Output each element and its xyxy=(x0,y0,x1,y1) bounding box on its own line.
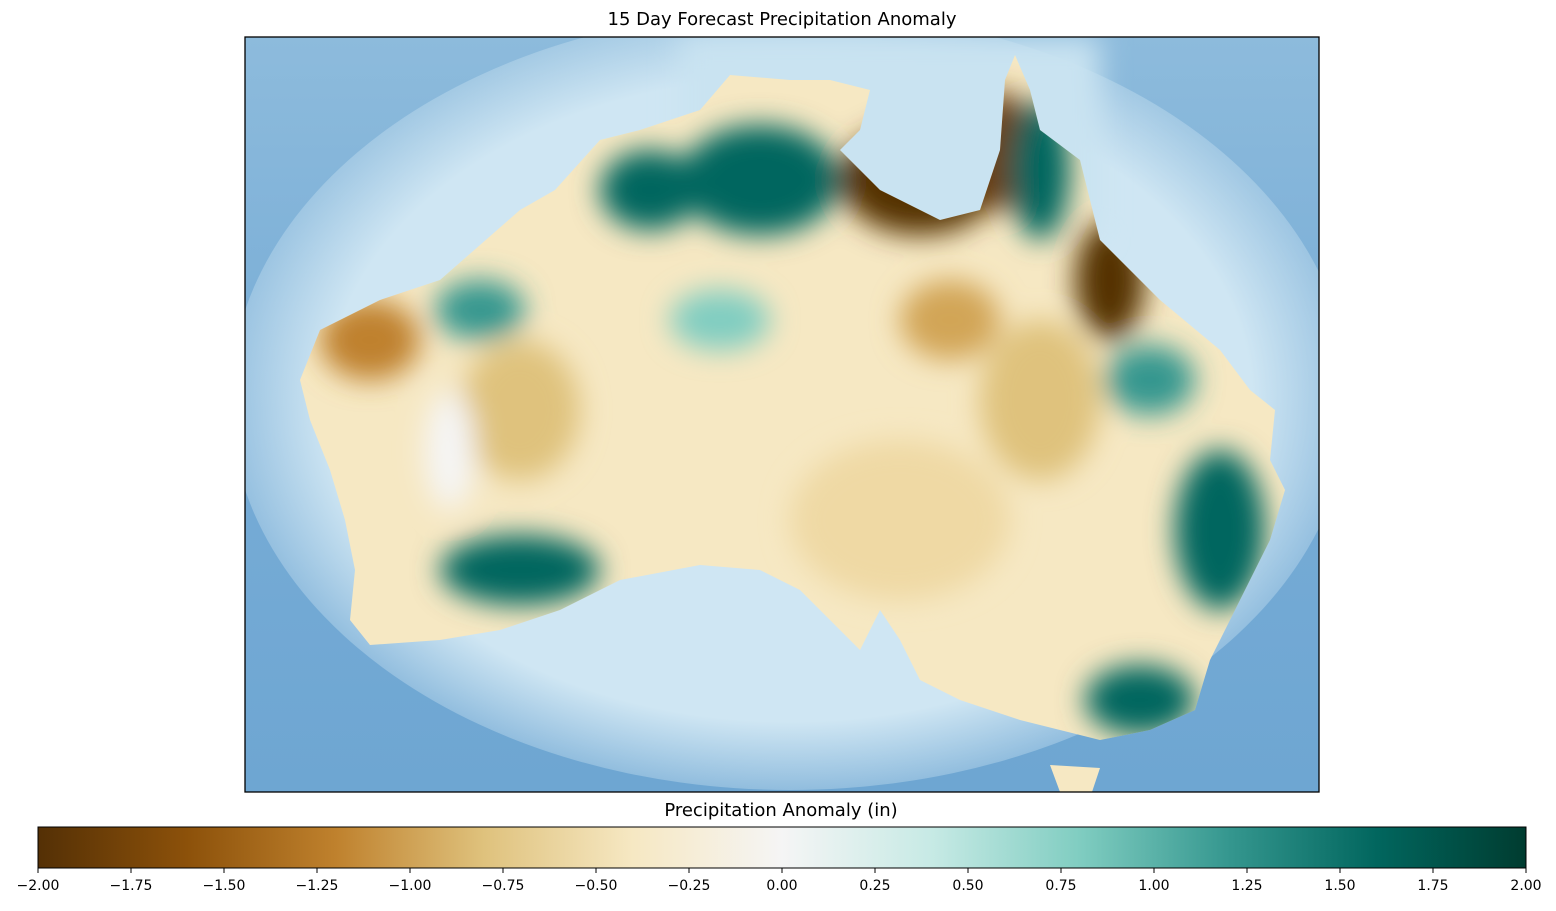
tick-label: 0.75 xyxy=(1045,878,1076,894)
tick-label: −1.00 xyxy=(389,878,432,894)
tick-label: −0.50 xyxy=(575,878,618,894)
map-title: 15 Day Forecast Precipitation Anomaly xyxy=(608,9,957,30)
tick-label: −0.25 xyxy=(668,878,711,894)
tick-label: −1.25 xyxy=(296,878,339,894)
colorbar-gradient xyxy=(37,826,1527,869)
tick-label: 2.00 xyxy=(1510,878,1541,894)
tick-label: −1.75 xyxy=(110,878,153,894)
map-frame xyxy=(244,36,1320,793)
tick-label: 1.00 xyxy=(1138,878,1169,894)
tick-label: 0.25 xyxy=(859,878,890,894)
tick-label: 1.25 xyxy=(1231,878,1262,894)
tick-label: −2.00 xyxy=(17,878,60,894)
colorbar-label: Precipitation Anomaly (in) xyxy=(664,800,897,821)
tick-label: −0.75 xyxy=(482,878,525,894)
map xyxy=(245,37,1319,792)
tick-label: 1.50 xyxy=(1324,878,1355,894)
tick-label: 1.75 xyxy=(1417,878,1448,894)
tick-label: 0.50 xyxy=(952,878,983,894)
tick-label: −1.50 xyxy=(203,878,246,894)
tick-label: 0.00 xyxy=(766,878,797,894)
colorbar: −2.00 −1.75 −1.50 −1.25 −1.00 −0.75 −0.50 −0.25… xyxy=(17,826,1542,894)
